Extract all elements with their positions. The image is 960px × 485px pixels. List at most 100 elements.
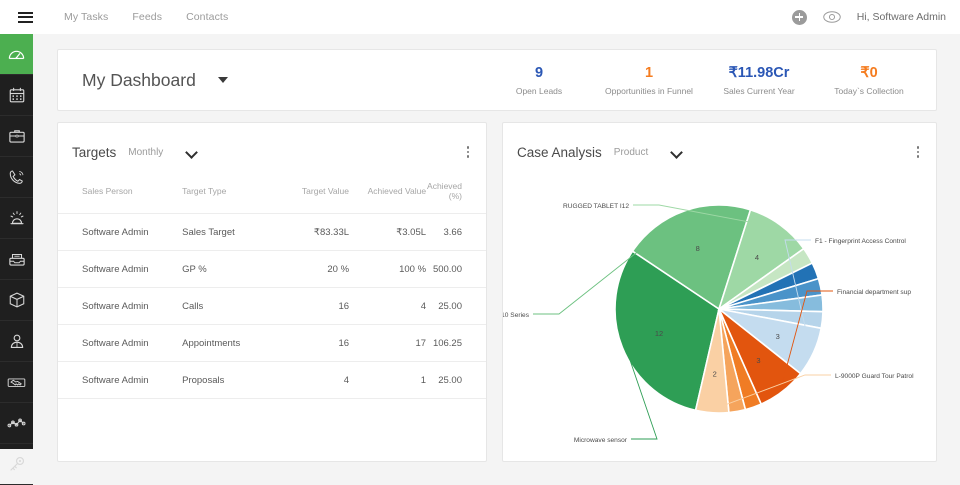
cell-target-value: ₹83.33L [276, 213, 350, 251]
page-content: My Dashboard 9 Open Leads 1 Opportunitie… [33, 34, 960, 462]
cell-sales-person: Software Admin [58, 250, 183, 288]
column-header-sales-person: Sales Person [82, 186, 133, 196]
chevron-down-icon[interactable] [672, 147, 683, 158]
pie-slice[interactable] [614, 250, 720, 412]
kpi-todays-collection[interactable]: ₹0 Today`s Collection [814, 64, 924, 96]
hamburger-icon[interactable] [8, 11, 42, 23]
cell-sales-person: Software Admin [58, 324, 183, 362]
sidebar-item-products[interactable] [0, 280, 33, 321]
eye-icon[interactable] [822, 10, 841, 24]
kebab-menu-icon[interactable] [464, 143, 473, 161]
cell-target-value: 20 % [276, 250, 350, 288]
page-title: My Dashboard [82, 69, 196, 90]
sidebar-item-contacts[interactable] [0, 321, 33, 362]
cell-target-type: Proposals [182, 361, 277, 399]
cell-achieved-value: ₹3.05L [349, 213, 427, 251]
pie-slice-value: 2 [713, 369, 717, 378]
cell-target-type: Appointments [182, 324, 277, 362]
targets-period-label: Monthly [128, 146, 164, 158]
sidebar-item-dashboard[interactable] [0, 34, 33, 75]
case-analysis-panel-header: Case Analysis Product [503, 123, 936, 167]
top-navigation: My Tasks Feeds Contacts [52, 11, 240, 23]
pie-callout-label: RUGGED TABLET I12 [563, 203, 629, 210]
cell-target-value: 16 [276, 324, 350, 362]
cell-target-value: 4 [276, 361, 350, 399]
cell-achieved-pct: 25.00 [426, 361, 486, 399]
pie-slice[interactable] [631, 204, 752, 311]
pie-slice-value: 3 [776, 332, 780, 341]
pie-slice-value: 3 [756, 356, 760, 365]
cell-achieved-pct: 500.00 [426, 250, 486, 288]
top-bar-actions: Hi, Software Admin [791, 9, 960, 25]
cell-achieved-pct: 25.00 [426, 287, 486, 325]
sidebar-item-briefcase[interactable] [0, 116, 33, 157]
sidebar-item-reports[interactable] [0, 403, 33, 444]
case-analysis-panel: Case Analysis Product 12 8 4 3 3 2 RUGGED TABL… [502, 122, 937, 462]
case-analysis-chart: 12 8 4 3 3 2 RUGGED TABLET I12 ML10/PL10 Series… [503, 167, 936, 459]
kpi-open-leads[interactable]: 9 Open Leads [484, 64, 594, 96]
table-row[interactable]: Software Admin Proposals 4 1 25.00 [58, 361, 486, 399]
kpi-value: ₹11.98Cr [728, 65, 790, 81]
kpi-label: Open Leads [515, 86, 563, 96]
pie-callout-label: Financial department sup [837, 289, 911, 296]
briefcase-icon [8, 130, 25, 143]
top-bar: My Tasks Feeds Contacts Hi, Software Adm… [0, 0, 960, 34]
plus-circle-icon[interactable] [791, 9, 807, 25]
sidebar-item-alarms[interactable] [0, 198, 33, 239]
kpi-group: 9 Open Leads 1 Opportunities in Funnel ₹… [484, 64, 936, 96]
dashboard-selector[interactable]: My Dashboard [58, 70, 288, 91]
cell-achieved-value: 17 [349, 324, 427, 362]
targets-title: Targets [72, 144, 117, 160]
kpi-label: Today`s Collection [834, 86, 904, 96]
targets-panel: Targets Monthly Sales Person Target Type… [57, 122, 487, 462]
nav-item-my-tasks[interactable]: My Tasks [64, 11, 109, 23]
caret-down-icon[interactable] [217, 77, 228, 83]
sidebar [0, 34, 33, 485]
table-row[interactable]: Software Admin GP % 20 % 100 % 500.00 [58, 250, 486, 288]
sidebar-item-calls[interactable] [0, 157, 33, 198]
column-header-achieved-pct: Achieved (%) [427, 181, 462, 201]
analytics-icon [7, 417, 26, 427]
nav-item-feeds[interactable]: Feeds [132, 11, 163, 23]
pie-slice-value: 8 [696, 244, 700, 253]
pie-callout-line [533, 213, 686, 315]
pie-callout-line [624, 346, 658, 440]
box-icon [9, 292, 24, 308]
pie-callout-label: F1 - Fingerprint Access Control [815, 238, 906, 245]
pie-callout-line [784, 239, 812, 351]
kebab-menu-icon[interactable] [914, 143, 923, 161]
kpi-opportunities-in-funnel[interactable]: 1 Opportunities in Funnel [594, 64, 704, 96]
cell-sales-person: Software Admin [58, 287, 183, 325]
column-header-achieved-value: Achieved Value [367, 186, 427, 196]
table-header-row: Sales Person Target Type Target Value Ac… [58, 173, 486, 214]
cell-sales-person: Software Admin [58, 213, 183, 251]
pie-slice-value: 4 [755, 253, 759, 262]
user-greeting[interactable]: Hi, Software Admin [856, 11, 946, 23]
cell-achieved-value: 4 [349, 287, 427, 325]
pie-callout-line [712, 374, 831, 411]
kpi-value: 9 [534, 65, 544, 81]
pie-slice[interactable] [694, 308, 730, 414]
table-row[interactable]: Software Admin Calls 16 4 25.00 [58, 287, 486, 325]
pie-callout-label: L-9000P Guard Tour Patrol [835, 373, 914, 380]
targets-panel-header: Targets Monthly [58, 123, 486, 167]
pie-slice-value: 12 [655, 329, 663, 338]
pie-chart: 12 8 4 3 3 2 RUGGED TABLET I12 ML10/PL10 Series… [503, 203, 914, 444]
key-icon [9, 456, 24, 471]
cell-achieved-value: 100 % [349, 250, 427, 288]
sidebar-item-deals[interactable] [0, 362, 33, 403]
column-header-target-value: Target Value [301, 186, 350, 196]
sidebar-item-calendar[interactable] [0, 75, 33, 116]
sidebar-item-inbox[interactable] [0, 239, 33, 280]
pie-callout-label: Microwave sensor [574, 437, 628, 444]
nav-item-contacts[interactable]: Contacts [186, 11, 229, 23]
table-row[interactable]: Software Admin Appointments 16 17 106.25 [58, 324, 486, 362]
table-row[interactable]: Software Admin Sales Target ₹83.33L ₹3.0… [58, 213, 486, 251]
chevron-down-icon[interactable] [187, 147, 198, 158]
cell-target-type: Sales Target [182, 213, 277, 251]
speedometer-icon [8, 50, 25, 59]
kpi-sales-current-year[interactable]: ₹11.98Cr Sales Current Year [704, 64, 814, 96]
inbox-icon [8, 253, 25, 266]
user-icon [10, 334, 23, 348]
sidebar-item-access[interactable] [0, 444, 33, 485]
